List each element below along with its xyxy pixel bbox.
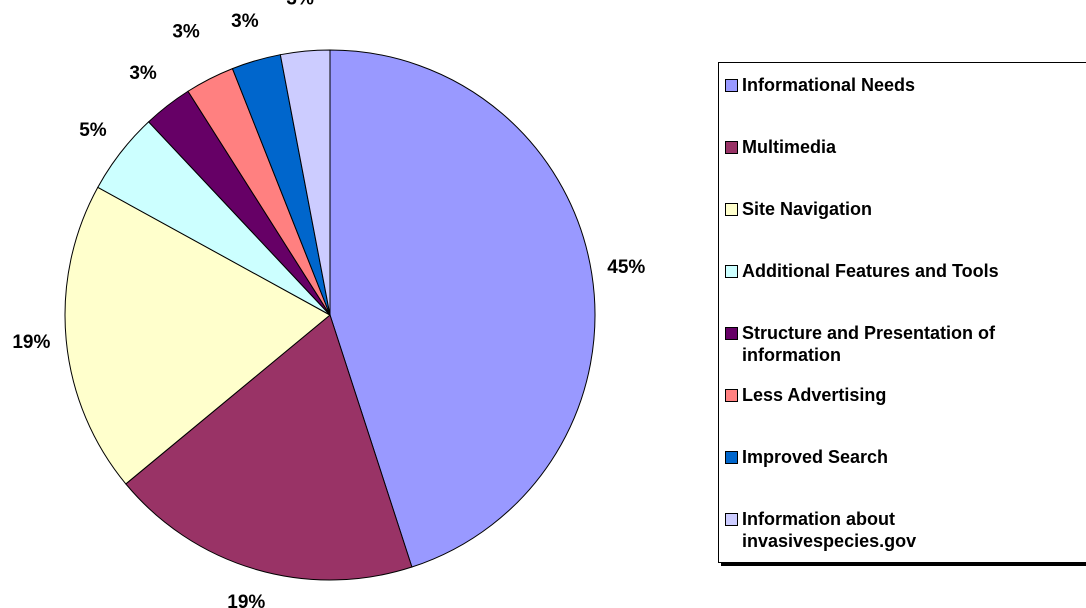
data-label: 45%	[607, 257, 645, 278]
legend-swatch	[725, 513, 738, 526]
legend-item: Improved Search	[725, 446, 1086, 468]
legend-item: Structure and Presentation of informatio…	[725, 322, 1086, 366]
data-label: 3%	[286, 0, 314, 9]
pie-slice	[125, 314, 413, 581]
data-label: 5%	[79, 120, 107, 141]
legend-item: Less Advertising	[725, 384, 1086, 406]
legend-swatch	[725, 203, 738, 216]
pie-area: 45% 19% 19% 5% 3% 3% 3% 3%	[12, 0, 645, 608]
legend-swatch	[725, 389, 738, 402]
legend-label: Structure and Presentation of informatio…	[742, 323, 996, 365]
legend-swatch	[725, 265, 738, 278]
legend-item: Site Navigation	[725, 198, 1086, 220]
legend-item: Informational Needs	[725, 74, 1086, 96]
data-label: 19%	[227, 592, 265, 608]
legend-label: Site Navigation	[742, 199, 873, 219]
legend-item: Additional Features and Tools	[725, 260, 1086, 282]
pie-slice	[329, 49, 596, 568]
legend-swatch	[725, 141, 738, 154]
data-label: 3%	[129, 63, 157, 84]
legend-label: Additional Features and Tools	[742, 261, 999, 281]
legend-label: Informational Needs	[742, 75, 916, 95]
legend-label: Multimedia	[742, 137, 837, 157]
pie-slice	[64, 186, 331, 485]
data-label: 3%	[231, 11, 259, 32]
legend-swatch	[725, 327, 738, 340]
legend-swatch	[725, 79, 738, 92]
pie-slice	[279, 49, 331, 316]
legend-item: Information about invasivespecies.gov	[725, 508, 1086, 552]
legend-label: Less Advertising	[742, 385, 887, 405]
legend-label: Information about invasivespecies.gov	[742, 509, 917, 551]
data-label: 3%	[172, 22, 200, 43]
legend-swatch	[725, 451, 738, 464]
data-label: 19%	[12, 332, 50, 353]
legend-item: Multimedia	[725, 136, 1086, 158]
legend-label: Improved Search	[742, 447, 889, 467]
legend: Informational Needs Multimedia Site Naviga…	[718, 62, 1086, 563]
